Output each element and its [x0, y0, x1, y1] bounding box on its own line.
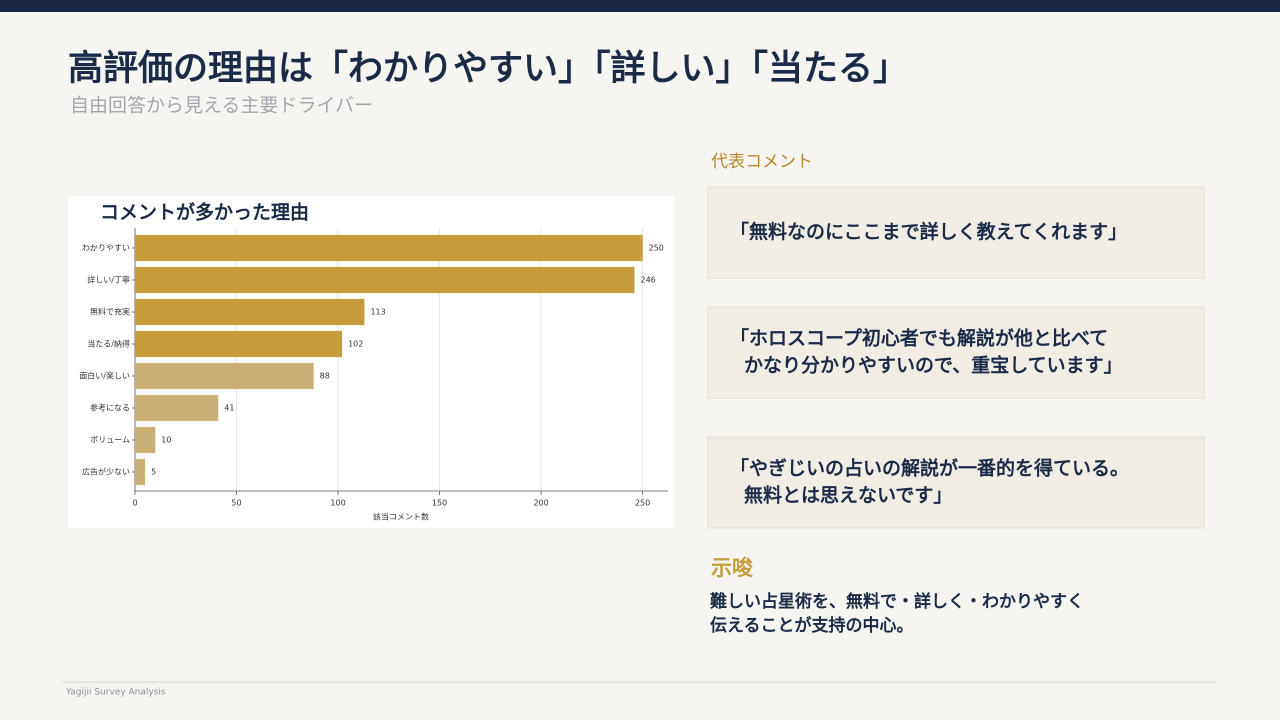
comment-text: かなり分かりやすいので、重宝しています」	[744, 354, 1123, 377]
x-tick-label: 250	[635, 499, 650, 508]
comment-text: 「やぎじいの占いの解説が一番的を得ている。	[730, 457, 1129, 480]
x-tick-label: 0	[132, 499, 137, 508]
implication-text: 伝えることが支持の中心。	[710, 615, 914, 636]
y-tick-label: ボリューム	[90, 436, 130, 445]
y-tick-label: わかりやすい	[82, 244, 130, 253]
y-tick-label: 面白い/楽しい	[79, 371, 130, 381]
bar	[135, 330, 343, 358]
bar	[135, 426, 156, 454]
comment-box	[707, 436, 1205, 529]
data-label: 102	[348, 340, 363, 349]
bar	[135, 362, 314, 390]
y-tick-label: 詳しい/丁寧	[87, 275, 130, 285]
x-tick-label: 200	[533, 499, 548, 508]
comment-text: 無料とは思えないです」	[744, 484, 952, 507]
data-label: 10	[161, 436, 171, 445]
implication-heading: 示唆	[711, 556, 754, 580]
slide-title: 高評価の理由は「わかりやすい」「詳しい」「当たる」	[68, 49, 908, 89]
bar	[135, 298, 365, 326]
bar	[135, 234, 643, 262]
data-label: 88	[320, 372, 330, 381]
x-tick-label: 50	[231, 499, 241, 508]
slide-subtitle: 自由回答から見える主要ドライバー	[70, 95, 373, 117]
y-tick-label: 広告が少ない	[82, 467, 130, 477]
y-tick-label: 参考になる	[90, 403, 130, 413]
comment-box	[707, 306, 1205, 399]
chart-title: コメントが多かった理由	[100, 201, 309, 224]
data-label: 41	[224, 404, 234, 413]
footer: Yagijii Survey Analysis	[65, 688, 166, 698]
comment-text: 「ホロスコープ初心者でも解説が他と比べて	[730, 327, 1108, 350]
x-tick-label: 100	[330, 499, 345, 508]
bar	[135, 394, 219, 422]
data-label: 5	[151, 468, 156, 477]
top-bar	[0, 0, 1280, 12]
comment-box	[707, 186, 1205, 279]
data-label: 246	[640, 276, 655, 285]
y-tick-label: 当たる/納得	[87, 339, 130, 349]
implication-text: 難しい占星術を、無料で・詳しく・わかりやすく	[710, 591, 1084, 612]
comments-heading: 代表コメント	[711, 152, 813, 172]
bar	[135, 266, 635, 294]
x-axis-label: 該当コメント数	[373, 512, 429, 522]
y-tick-label: 無料で充実	[90, 307, 130, 317]
x-tick-label: 150	[432, 499, 447, 508]
data-label: 113	[370, 308, 385, 317]
bar	[135, 458, 146, 486]
data-label: 250	[649, 244, 664, 253]
comment-text: 「無料なのにここまで詳しく教えてくれます」	[730, 220, 1127, 243]
